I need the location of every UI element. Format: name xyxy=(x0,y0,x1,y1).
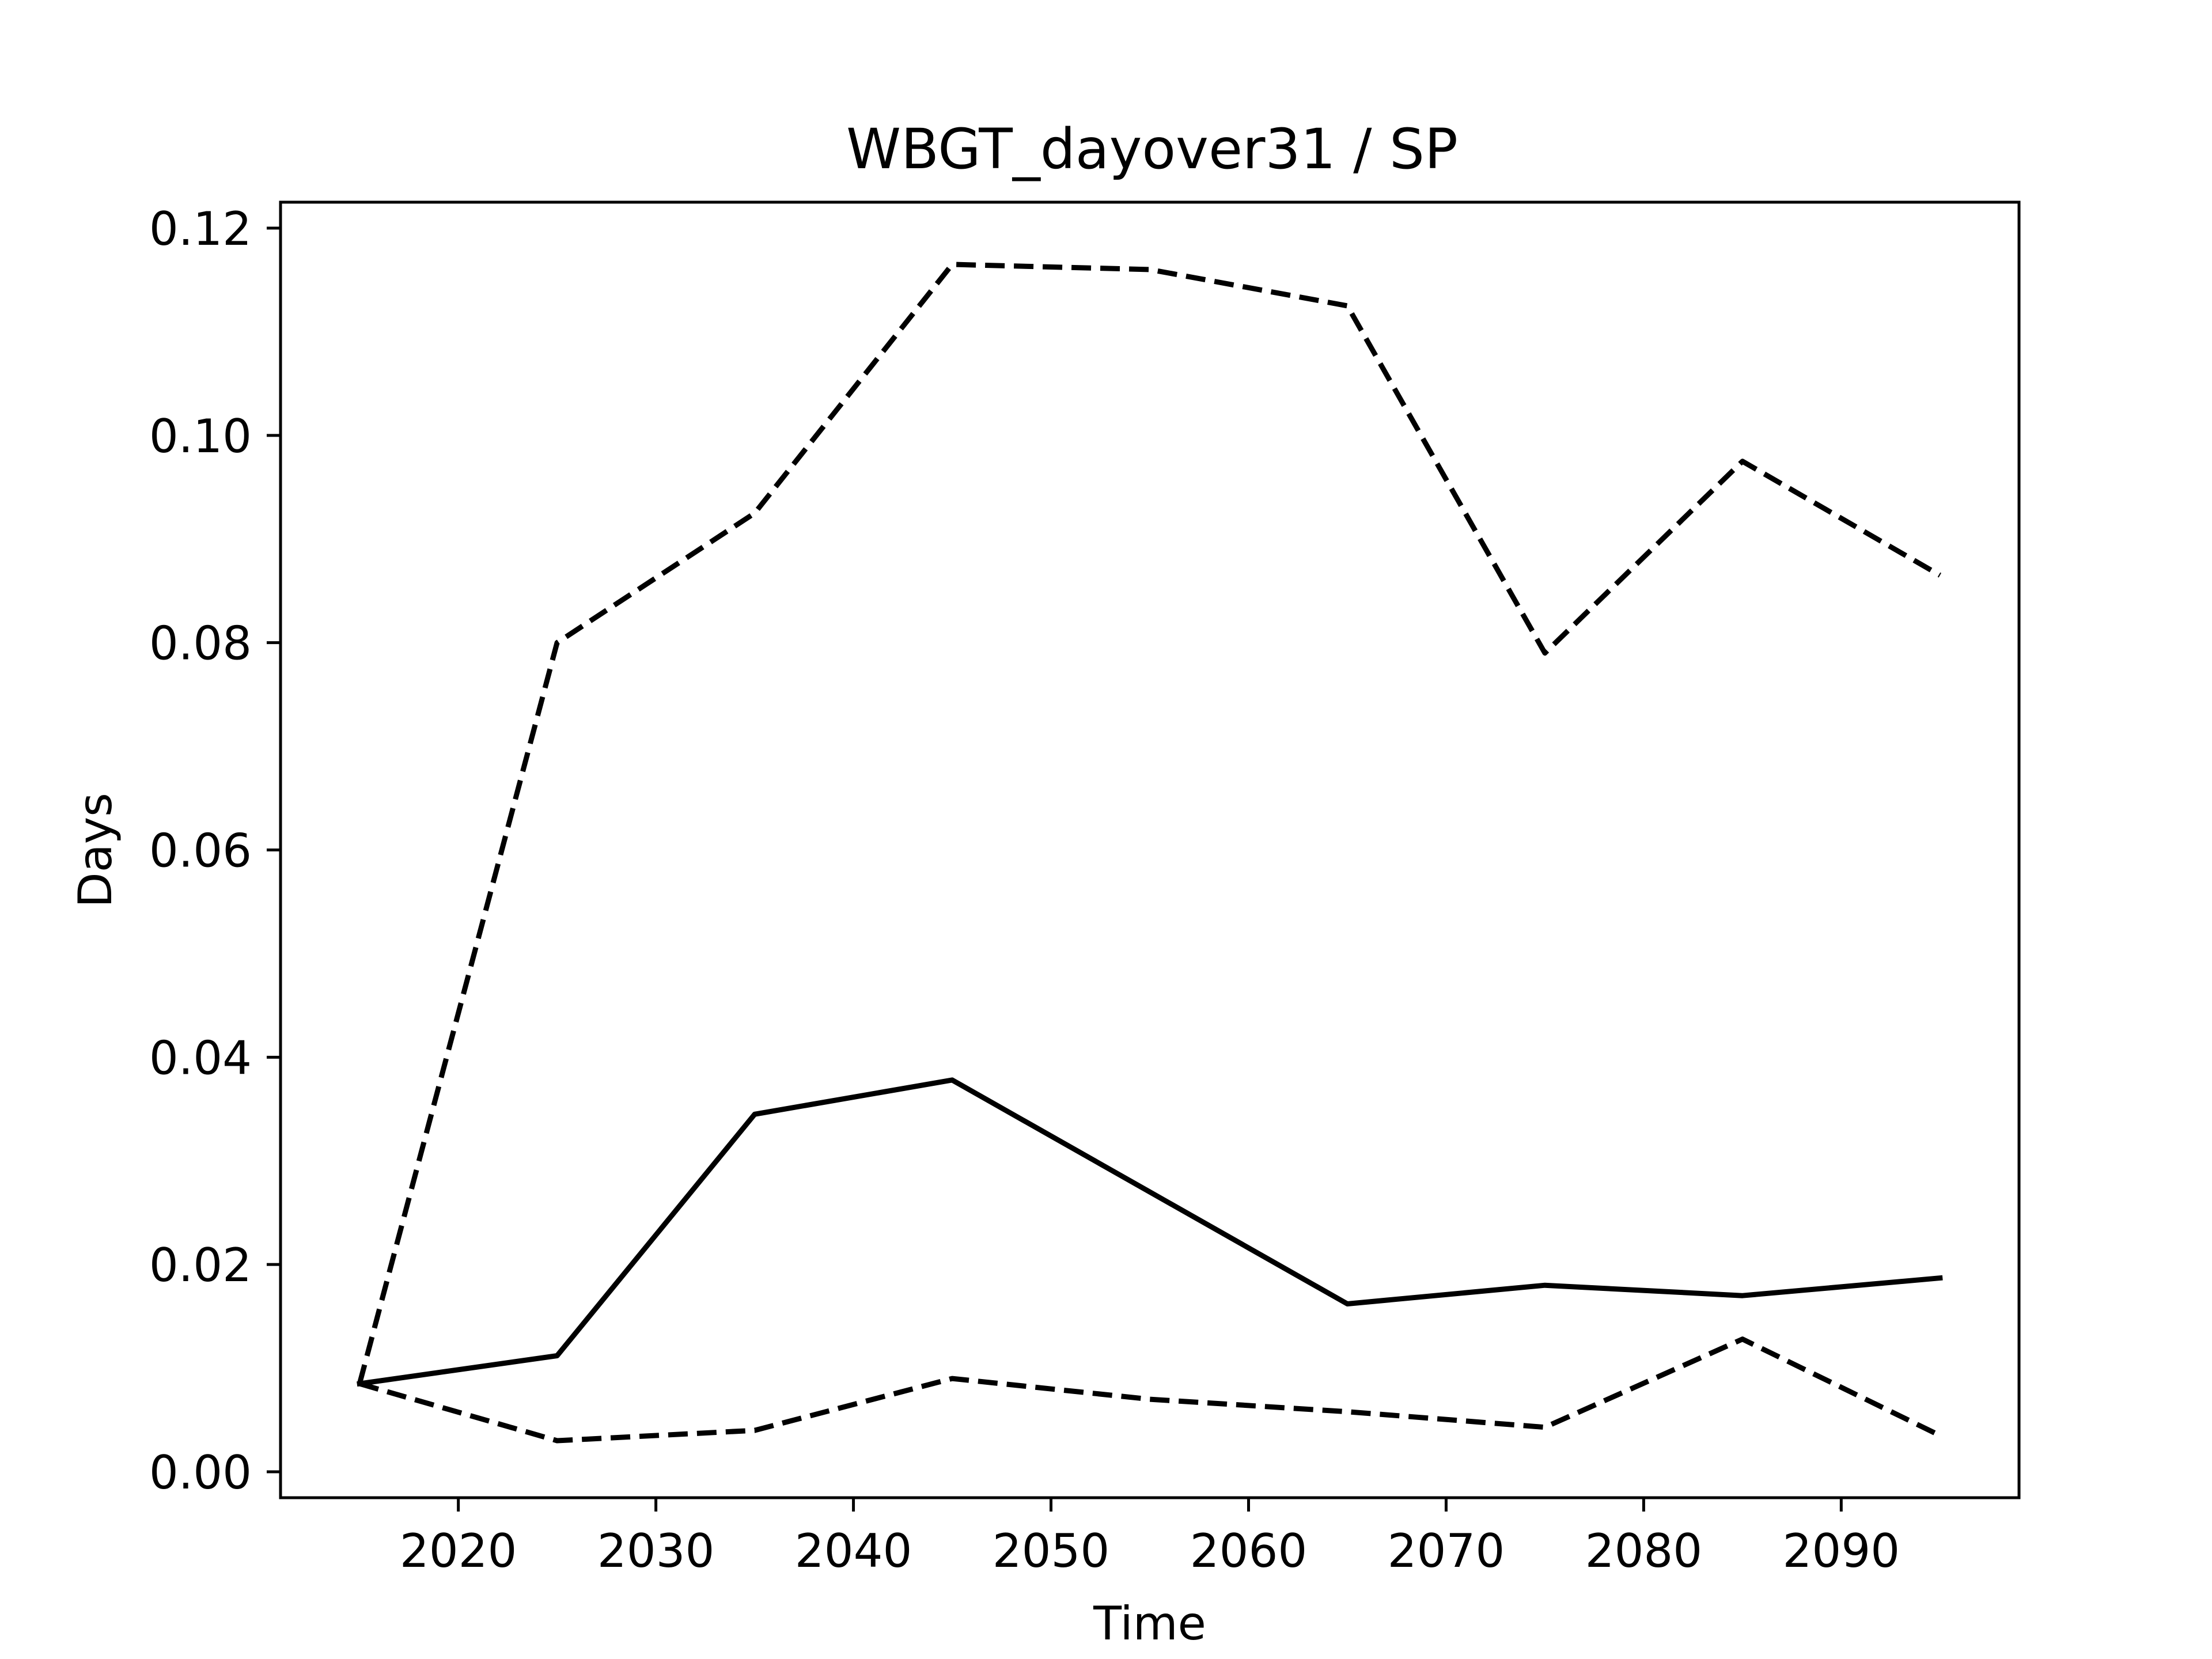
series-line-2 xyxy=(357,262,1942,1385)
y-axis-ticks: 0.00 0.02 0.04 0.06 0.08 0.10 0.12 xyxy=(149,202,281,1499)
x-tick-label: 2070 xyxy=(1388,1524,1505,1578)
x-tick-label: 2080 xyxy=(1585,1524,1703,1578)
y-axis-label: Days xyxy=(69,793,122,908)
y-tick-label: 0.02 xyxy=(149,1238,252,1292)
x-tick-label: 2030 xyxy=(597,1524,715,1578)
x-tick-label: 2050 xyxy=(993,1524,1110,1578)
y-tick-label: 0.04 xyxy=(149,1031,252,1085)
x-tick-label: 2020 xyxy=(400,1524,517,1578)
y-tick-label: 0.06 xyxy=(149,824,252,878)
y-tick-label: 0.12 xyxy=(149,202,252,256)
x-tick-label: 2060 xyxy=(1190,1524,1308,1578)
x-tick-label: 2040 xyxy=(795,1524,912,1578)
y-tick-label: 0.10 xyxy=(149,410,252,463)
x-axis-label: Time xyxy=(1093,1597,1206,1650)
y-tick-label: 0.00 xyxy=(149,1446,252,1499)
series-line-3 xyxy=(358,1336,1941,1444)
series-line-1 xyxy=(357,1077,1943,1387)
series-layer xyxy=(357,262,1943,1444)
y-tick-label: 0.08 xyxy=(149,617,252,671)
x-axis-ticks: 2020 2030 2040 2050 2060 2070 2080 2090 xyxy=(400,1498,1900,1578)
chart-title: WBGT_dayover31 / SP xyxy=(846,117,1458,181)
x-tick-label: 2090 xyxy=(1783,1524,1900,1578)
